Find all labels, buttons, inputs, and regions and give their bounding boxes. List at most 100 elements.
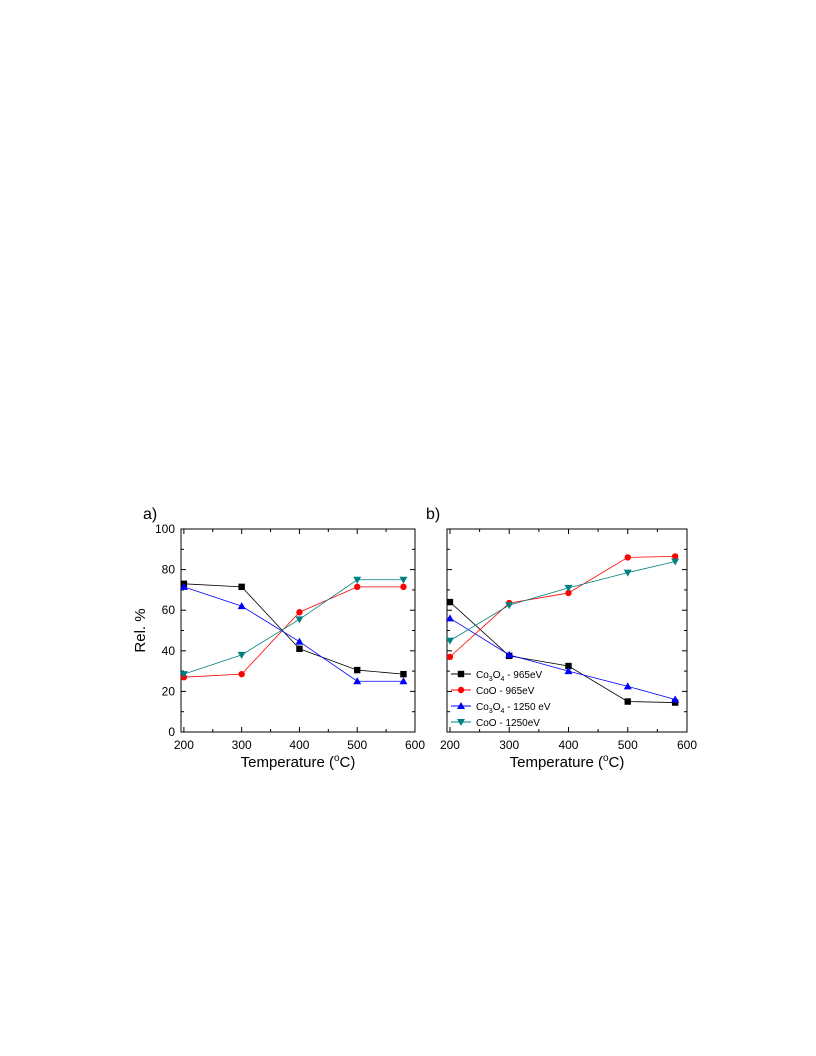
legend-label-sub: 3 [489, 708, 493, 715]
data-point [624, 698, 631, 705]
series-line [449, 556, 676, 658]
series-line [183, 579, 404, 675]
legend-label-text: O [493, 702, 501, 713]
data-point [295, 637, 304, 645]
x-axis-title-text: Temperature ( [510, 754, 603, 771]
x-tick-label: 500 [618, 738, 638, 752]
legend-label-text: CoO - 1250eV [476, 718, 540, 729]
x-axis-title: Temperature (oC) [241, 753, 356, 771]
data-point [296, 645, 303, 652]
legend-label: Co3O4 - 1250 eV [476, 702, 551, 715]
data-point [445, 614, 454, 622]
data-point [238, 583, 245, 591]
panel-label: b) [426, 506, 440, 523]
data-point [671, 553, 679, 560]
x-tick-label: 300 [232, 738, 252, 752]
y-axis-title: Rel. % [132, 608, 149, 652]
legend-label-text: O [493, 670, 501, 681]
data-point [179, 582, 188, 590]
series-line [449, 561, 676, 641]
legend-label: Co3O4 - 965eV [476, 670, 543, 683]
legend-item: Co3O4 - 1250 eV [451, 702, 551, 715]
legend-label-text: - 965eV [504, 670, 542, 681]
x-tick-label: 500 [347, 738, 367, 752]
series-coo_965 [446, 553, 679, 661]
data-point [564, 584, 573, 592]
data-point [505, 602, 514, 610]
legend-swatch-marker [457, 719, 465, 726]
x-axis-title: Temperature (oC) [510, 753, 625, 771]
chart-panel-a: a) 0 20 40 60 80 100 Rel. % 200 300 400 500 600 Tempe… [132, 506, 425, 771]
data-point [238, 670, 245, 678]
x-axis-title-unit: C) [340, 754, 356, 771]
legend-swatch-marker [457, 686, 465, 694]
data-point [354, 583, 361, 591]
data-point [237, 651, 246, 659]
data-point [353, 677, 362, 685]
data-point [296, 609, 303, 616]
data-point [400, 670, 407, 678]
legend-item: CoO - 965eV [451, 686, 535, 697]
data-point [353, 576, 362, 584]
series-line [183, 586, 404, 682]
data-point [505, 650, 514, 658]
y-tick-label: 80 [162, 563, 176, 577]
legend-item: Co3O4 - 965eV [451, 670, 543, 683]
x-tick-label: 200 [440, 738, 460, 752]
series-coo_965 [180, 583, 407, 681]
y-tick-label: 60 [162, 603, 176, 617]
legend-label: CoO - 1250eV [476, 718, 540, 729]
data-point [623, 569, 632, 577]
data-point [354, 666, 361, 674]
x-tick-label: 400 [289, 738, 309, 752]
data-point [445, 637, 454, 645]
legend-item: CoO - 1250eV [451, 718, 540, 729]
data-point [623, 682, 632, 690]
legend-label-text: CoO - 965eV [476, 686, 535, 697]
y-tick-label: 100 [155, 522, 175, 536]
legend-label-text: Co [476, 702, 489, 713]
legend-label-sub: 3 [489, 676, 493, 683]
data-point [400, 583, 407, 591]
series-line [183, 586, 404, 678]
data-point [179, 671, 188, 679]
data-point [564, 667, 573, 675]
legend-label-text: Co [476, 670, 489, 681]
x-axis-title-degree: o [603, 753, 609, 764]
data-point [446, 653, 454, 661]
x-tick-label: 400 [558, 738, 578, 752]
x-tick-label: 600 [405, 738, 425, 752]
data-point [237, 602, 246, 610]
series-line [183, 583, 404, 675]
data-point [565, 662, 572, 670]
legend-label-text: - 1250 eV [504, 702, 550, 713]
legend-label-sub: 4 [500, 676, 504, 683]
data-point [295, 616, 304, 624]
panel-label: a) [143, 506, 157, 523]
y-tick-label: 20 [162, 684, 176, 698]
data-point [624, 554, 631, 561]
data-point [399, 576, 408, 584]
series-co3o4_965 [180, 580, 407, 678]
x-axis-title-unit: C) [609, 754, 625, 771]
series-co3o4_1250 [179, 582, 408, 685]
data-point [671, 695, 680, 703]
series-coo_1250 [445, 558, 680, 645]
legend-label-sub: 4 [500, 708, 504, 715]
y-tick-label: 40 [162, 644, 176, 658]
series-co3o4_1250 [445, 614, 680, 703]
plot-frame [180, 528, 416, 733]
x-tick-label: 300 [499, 738, 519, 752]
data-point [399, 677, 408, 685]
data-point [671, 558, 680, 566]
x-tick-label: 600 [677, 738, 697, 752]
data-point [671, 699, 679, 706]
x-axis-title-degree: o [334, 753, 340, 764]
data-point [565, 589, 572, 597]
data-point [446, 598, 454, 606]
x-tick-label: 200 [174, 738, 194, 752]
legend-swatch-marker [457, 702, 465, 709]
